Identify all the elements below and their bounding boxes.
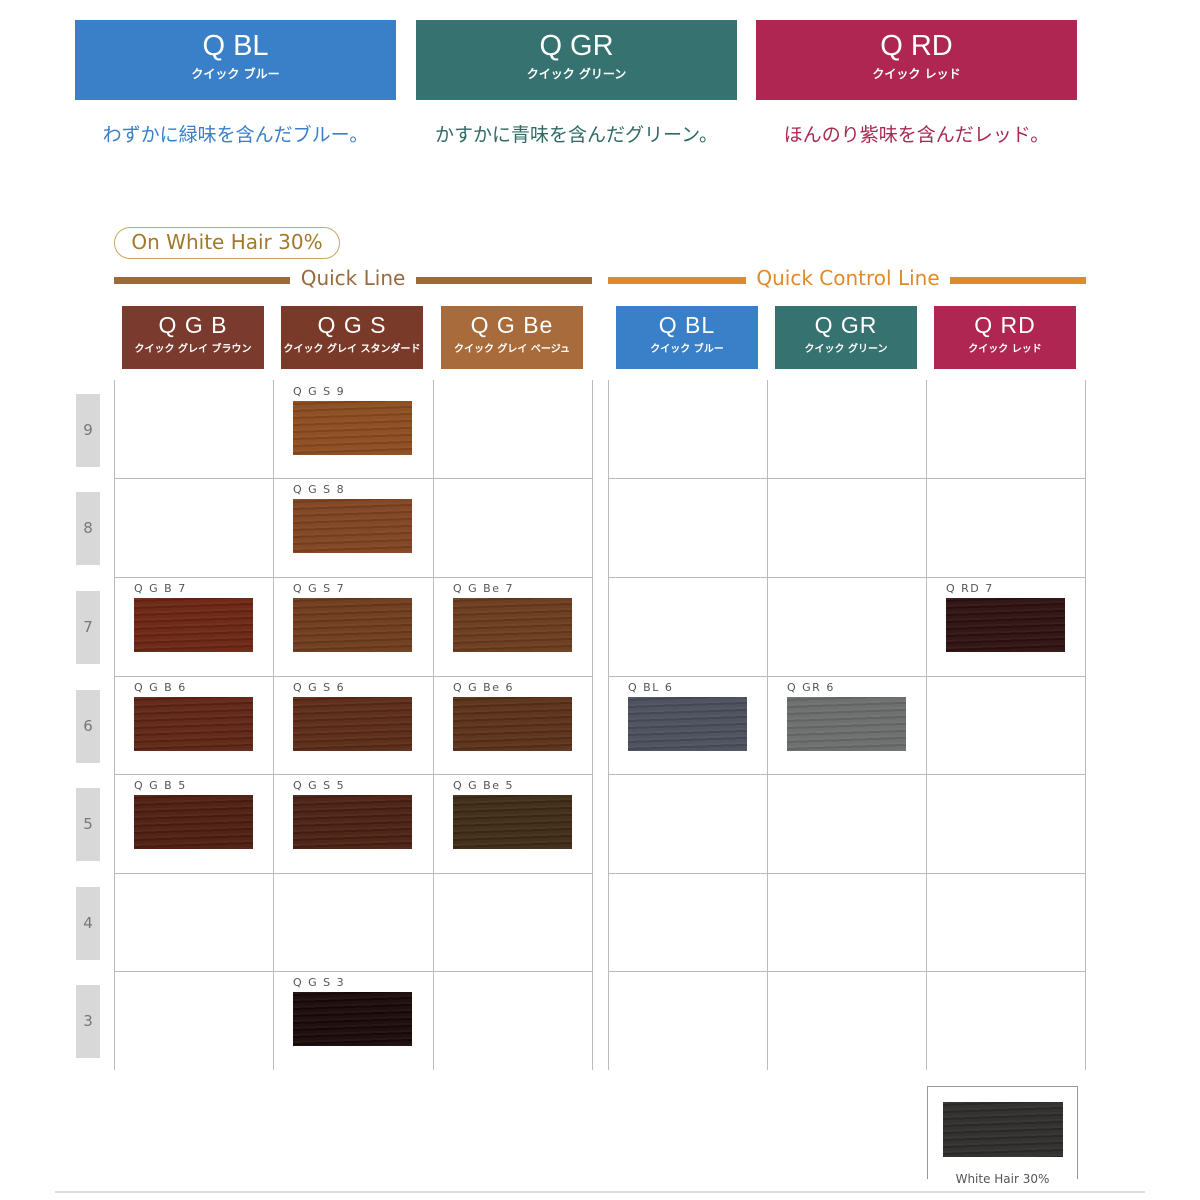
column-kana: クイック グレイ スタンダード — [283, 344, 421, 355]
grid-line — [592, 380, 593, 1070]
column-kana: クイック グレイ ベージュ — [453, 344, 571, 355]
top-card-1: Q GR クイック グリーン — [416, 20, 737, 100]
grid-line — [114, 774, 592, 775]
swatch-label: Q G B 7 — [134, 582, 187, 595]
card-description: わずかに緑味を含んだブルー。 — [102, 124, 369, 146]
hair-swatch — [134, 697, 253, 751]
column-header-4: Q GR クイック グリーン — [775, 306, 917, 369]
card-code: Q BL — [202, 30, 269, 62]
level-label: 7 — [76, 591, 100, 664]
badge: On White Hair 30% — [114, 227, 340, 259]
column-kana: クイック グレイ ブラウン — [134, 344, 252, 355]
level-label: 6 — [76, 690, 100, 763]
column-code: Q G S — [317, 312, 387, 338]
hair-swatch — [293, 401, 412, 455]
hair-swatch — [134, 795, 253, 849]
grid-line — [608, 380, 609, 1070]
column-header-5: Q RD クイック レッド — [934, 306, 1076, 369]
white-hair-sample: White Hair 30% — [927, 1086, 1078, 1186]
quick-line-title: Quick Line — [290, 266, 416, 290]
column-code: Q BL — [658, 312, 716, 338]
column-code: Q RD — [974, 312, 1036, 338]
divider — [55, 1191, 1145, 1193]
grid-line — [114, 478, 592, 479]
hair-swatch — [293, 598, 412, 652]
level-label: 9 — [76, 394, 100, 467]
level-label: 8 — [76, 492, 100, 565]
card-kana: クイック レッド — [872, 67, 961, 81]
swatch-label: Q G S 3 — [293, 976, 346, 989]
swatch-label: Q G Be 6 — [453, 681, 514, 694]
column-kana: クイック レッド — [968, 344, 1042, 355]
card-kana: クイック ブルー — [191, 67, 280, 81]
card-code: Q GR — [539, 30, 614, 62]
grid-line — [926, 380, 927, 1070]
hair-swatch — [628, 697, 747, 751]
level-label: 3 — [76, 985, 100, 1058]
swatch-label: Q G S 6 — [293, 681, 346, 694]
level-label: 5 — [76, 788, 100, 861]
white-hair-caption: White Hair 30% — [928, 1172, 1077, 1186]
grid-line — [608, 577, 1086, 578]
column-header-0: Q G B クイック グレイ ブラウン — [122, 306, 264, 369]
column-kana: クイック ブルー — [650, 344, 724, 355]
column-code: Q G Be — [470, 312, 554, 338]
grid-line — [608, 971, 1086, 972]
grid-line — [767, 380, 768, 1070]
grid-line — [273, 380, 274, 1070]
grid-line — [114, 577, 592, 578]
hair-swatch — [293, 795, 412, 849]
card-description: ほんのり紫味を含んだレッド。 — [783, 124, 1050, 146]
column-header-1: Q G S クイック グレイ スタンダード — [281, 306, 423, 369]
hair-swatch — [787, 697, 906, 751]
hair-swatch — [293, 992, 412, 1046]
swatch-label: Q G S 9 — [293, 385, 346, 398]
grid-line — [608, 676, 1086, 677]
column-header-3: Q BL クイック ブルー — [616, 306, 758, 369]
hair-swatch — [134, 598, 253, 652]
grid-line — [433, 380, 434, 1070]
level-label: 4 — [76, 887, 100, 960]
card-code: Q RD — [880, 30, 953, 62]
column-code: Q G B — [158, 312, 228, 338]
column-code: Q GR — [814, 312, 878, 338]
grid-line — [608, 774, 1086, 775]
swatch-label: Q G S 8 — [293, 483, 346, 496]
grid-line — [114, 971, 592, 972]
card-kana: クイック グリーン — [526, 67, 627, 81]
top-card-0: Q BL クイック ブルー — [75, 20, 396, 100]
swatch-label: Q BL 6 — [628, 681, 674, 694]
grid-line — [608, 478, 1086, 479]
top-card-2: Q RD クイック レッド — [756, 20, 1077, 100]
grid-line — [1085, 380, 1086, 1070]
grid-line — [114, 873, 592, 874]
swatch-label: Q G S 5 — [293, 779, 346, 792]
white-hair-label: White Hair 30% — [950, 1172, 1055, 1186]
swatch-label: Q RD 7 — [946, 582, 994, 595]
grid-line — [608, 873, 1086, 874]
hair-swatch — [293, 499, 412, 553]
quick-control-line-title: Quick Control Line — [746, 266, 950, 290]
hair-swatch — [946, 598, 1065, 652]
swatch-label: Q G Be 7 — [453, 582, 514, 595]
hair-swatch — [453, 598, 572, 652]
swatch-label: Q G B 5 — [134, 779, 187, 792]
grid-line — [114, 676, 592, 677]
card-description: かすかに青味を含んだグリーン。 — [435, 124, 718, 146]
column-kana: クイック グリーン — [804, 344, 888, 355]
swatch-label: Q G Be 5 — [453, 779, 514, 792]
swatch-label: Q G S 7 — [293, 582, 346, 595]
hair-swatch — [943, 1102, 1063, 1157]
hair-swatch — [453, 795, 572, 849]
hair-swatch — [453, 697, 572, 751]
column-header-2: Q G Be クイック グレイ ベージュ — [441, 306, 583, 369]
hair-swatch — [293, 697, 412, 751]
grid-line — [114, 380, 115, 1070]
swatch-label: Q G B 6 — [134, 681, 187, 694]
swatch-label: Q GR 6 — [787, 681, 835, 694]
